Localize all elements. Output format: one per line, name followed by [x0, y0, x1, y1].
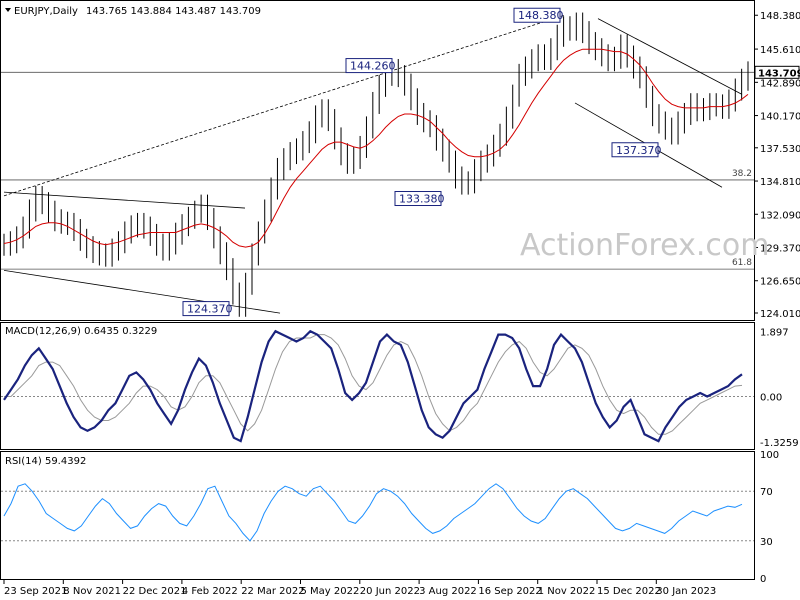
- collapse-triangle-icon: [5, 8, 11, 12]
- macd-axis-label: 1.897: [760, 327, 789, 338]
- x-axis-label: 3 Aug 2022: [419, 586, 477, 597]
- callout-label: 148.380: [518, 9, 564, 22]
- callout-box: [182, 301, 230, 317]
- callout-label: 124.370: [187, 303, 233, 316]
- rsi-axis-label: 30: [760, 537, 773, 548]
- price-callout: 137.370: [611, 142, 662, 158]
- price-axis-label: 148.380: [760, 11, 800, 22]
- symbol-title: EURJPY,Daily: [14, 6, 78, 17]
- rsi-axis-label: 100: [760, 450, 779, 461]
- x-axis-label: 1 Nov 2022: [538, 586, 596, 597]
- rsi-line: [3, 483, 743, 542]
- channel-upper-line: [597, 18, 743, 95]
- level-label: 61.8: [732, 258, 752, 268]
- rsi-axis-label: 0: [760, 574, 766, 585]
- callout-box: [345, 58, 393, 74]
- x-axis-label: 15 Dec 2022: [597, 586, 661, 597]
- callout-box: [513, 7, 561, 23]
- x-axis-label: 16 Sep 2022: [478, 586, 541, 597]
- watermark-text: ActionForex.com: [520, 228, 769, 263]
- rsi-label: RSI(14) 59.4392: [5, 456, 86, 467]
- price-axis-label: 137.530: [760, 144, 800, 155]
- price-axis-label: 124.010: [760, 309, 800, 320]
- x-axis-label: 30 Jan 2023: [656, 586, 716, 597]
- price-callout: 144.260: [345, 58, 396, 74]
- last-price-label: 143.709: [758, 68, 800, 79]
- callout-box: [394, 191, 442, 207]
- moving-average-line: [3, 48, 749, 248]
- price-pane-title: EURJPY,Daily 143.765 143.884 143.487 143…: [5, 6, 261, 17]
- level-label: 38.2: [732, 169, 752, 179]
- x-axis-label: 4 Feb 2022: [182, 586, 238, 597]
- callout-label: 144.260: [350, 60, 396, 73]
- macd-axis-label: -1.3259: [760, 438, 799, 449]
- x-axis-label: 8 Nov 2021: [63, 586, 121, 597]
- x-axis-label: 22 Dec 2021: [123, 586, 187, 597]
- x-axis-label: 22 Mar 2022: [241, 586, 304, 597]
- rsi-axis-label: 70: [760, 487, 773, 498]
- price-callout: 148.380: [513, 7, 564, 23]
- long-trendline-dashed: [3, 14, 566, 197]
- price-callout: 124.370: [182, 301, 233, 317]
- macd-signal-line: [4, 334, 743, 435]
- x-axis-label: 20 Jun 2022: [360, 586, 420, 597]
- triangle-lower-line: [3, 269, 281, 314]
- x-axis-label: 23 Sep 2021: [4, 586, 67, 597]
- x-axis-label: 5 May 2022: [301, 586, 360, 597]
- price-pane: [0, 0, 755, 321]
- macd-axis-label: 0.00: [760, 392, 782, 403]
- callout-box: [611, 142, 659, 158]
- last-price-box: [754, 65, 800, 79]
- callout-label: 133.380: [399, 193, 445, 206]
- price-axis-label: 140.170: [760, 112, 800, 123]
- price-axis-label: 129.370: [760, 244, 800, 255]
- price-axis-label: 134.810: [760, 177, 800, 188]
- price-callout: 133.380: [394, 191, 445, 207]
- macd-pane: [0, 322, 755, 450]
- price-axis-label: 132.090: [760, 210, 800, 221]
- ohlc-readout: 143.765 143.884 143.487 143.709: [86, 6, 261, 17]
- callout-label: 137.370: [616, 144, 662, 157]
- triangle-upper-line: [3, 191, 246, 209]
- macd-line: [3, 329, 743, 443]
- price-axis-label: 142.890: [760, 78, 800, 89]
- price-axis-label: 126.650: [760, 277, 800, 288]
- macd-label: MACD(12,26,9) 0.6435 0.3229: [5, 326, 157, 337]
- rsi-pane: [0, 451, 755, 580]
- price-axis-label: 145.610: [760, 45, 800, 56]
